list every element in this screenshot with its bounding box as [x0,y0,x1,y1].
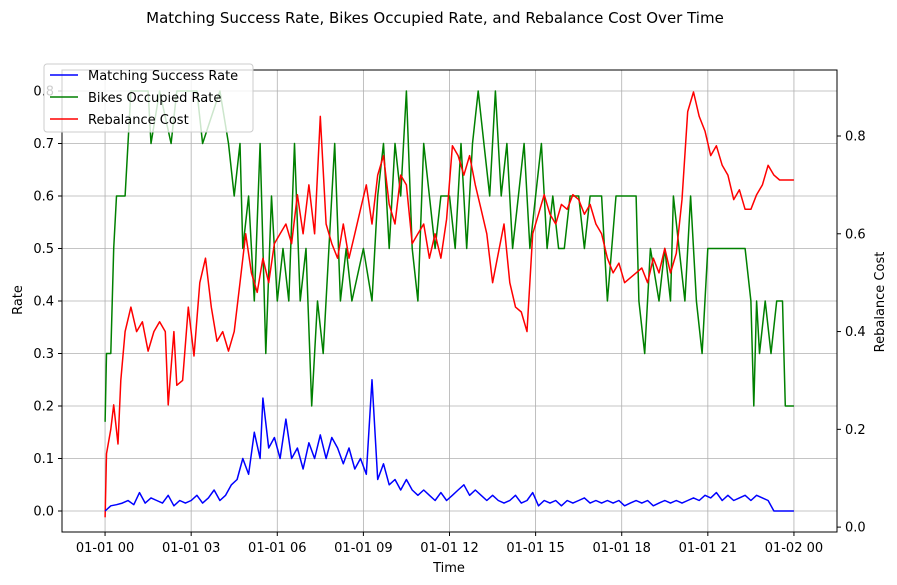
x-tick-label: 01-01 18 [592,541,650,556]
y2-tick-label: 0.0 [845,521,866,536]
legend-box [43,63,254,133]
y2-tick-label: 0.4 [845,325,866,340]
y-tick-label: 0.2 [33,400,54,415]
legend-label-bikes-occupied-rate: Bikes Occupied Rate [88,91,221,106]
legend-label-rebalance-cost: Rebalance Cost [88,113,189,128]
y-tick-label: 0.1 [33,452,54,467]
y-tick-label: 0.5 [33,242,54,257]
x-tick-label: 01-01 12 [420,541,478,556]
y2-tick-label: 0.2 [845,423,866,438]
y2-tick-label: 0.8 [845,130,866,145]
y-tick-label: 0.4 [33,295,54,310]
series-line-rebalance-cost [104,91,794,518]
y-tick-label: 0.7 [33,137,54,152]
x-tick-label: 01-02 00 [765,541,823,556]
grid [62,70,837,532]
x-tick-label: 01-01 09 [334,541,392,556]
series-line-bikes-occupied-rate [104,90,794,422]
x-axis-label: Time [432,561,465,576]
y-tick-label: 0.3 [33,347,54,362]
y2-axis-ticks: 0.0 0.2 0.4 0.6 0.8 [837,130,866,536]
y2-tick-label: 0.6 [845,227,866,242]
series-line-matching-success-rate [104,379,794,512]
chart-title: Matching Success Rate, Bikes Occupied Ra… [146,9,724,27]
plot-area [104,90,794,518]
y2-axis-label: Rebalance Cost [873,252,888,353]
x-tick-label: 01-01 00 [76,541,134,556]
legend-label-matching-success-rate: Matching Success Rate [88,69,238,84]
legend: Matching Success Rate Bikes Occupied Rat… [43,63,254,133]
x-axis-ticks: 01-01 00 01-01 03 01-01 06 01-01 09 01-01 12… [76,532,823,556]
x-tick-label: 01-01 06 [248,541,306,556]
y-axis-ticks: 0.00.10.20.30.40.50.60.70.8 [33,85,62,520]
y-tick-label: 0.0 [33,505,54,520]
x-tick-label: 01-01 15 [506,541,564,556]
y-tick-label: 0.6 [33,190,54,205]
x-tick-label: 01-01 21 [679,541,737,556]
x-tick-label: 01-01 03 [162,541,220,556]
y-axis-label: Rate [11,285,26,315]
